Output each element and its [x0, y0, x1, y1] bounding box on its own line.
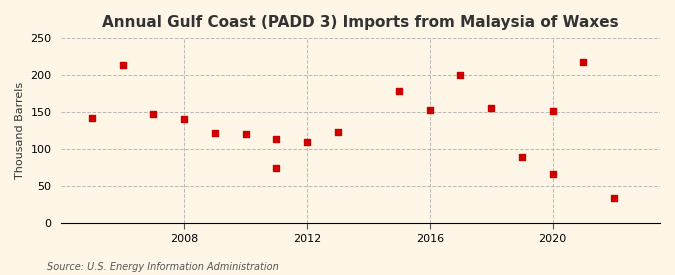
Point — [547, 109, 558, 114]
Point — [209, 131, 220, 135]
Point — [86, 116, 97, 120]
Point — [117, 63, 128, 68]
Point — [455, 73, 466, 77]
Point — [271, 166, 281, 170]
Point — [240, 131, 251, 136]
Point — [394, 89, 404, 94]
Point — [425, 108, 435, 112]
Point — [578, 60, 589, 64]
Point — [271, 136, 281, 141]
Point — [486, 106, 497, 111]
Point — [302, 139, 313, 144]
Point — [179, 117, 190, 122]
Point — [332, 130, 343, 134]
Point — [547, 171, 558, 176]
Text: Source: U.S. Energy Information Administration: Source: U.S. Energy Information Administ… — [47, 262, 279, 271]
Point — [609, 196, 620, 200]
Point — [148, 111, 159, 116]
Point — [516, 155, 527, 160]
Title: Annual Gulf Coast (PADD 3) Imports from Malaysia of Waxes: Annual Gulf Coast (PADD 3) Imports from … — [103, 15, 619, 30]
Y-axis label: Thousand Barrels: Thousand Barrels — [15, 82, 25, 179]
